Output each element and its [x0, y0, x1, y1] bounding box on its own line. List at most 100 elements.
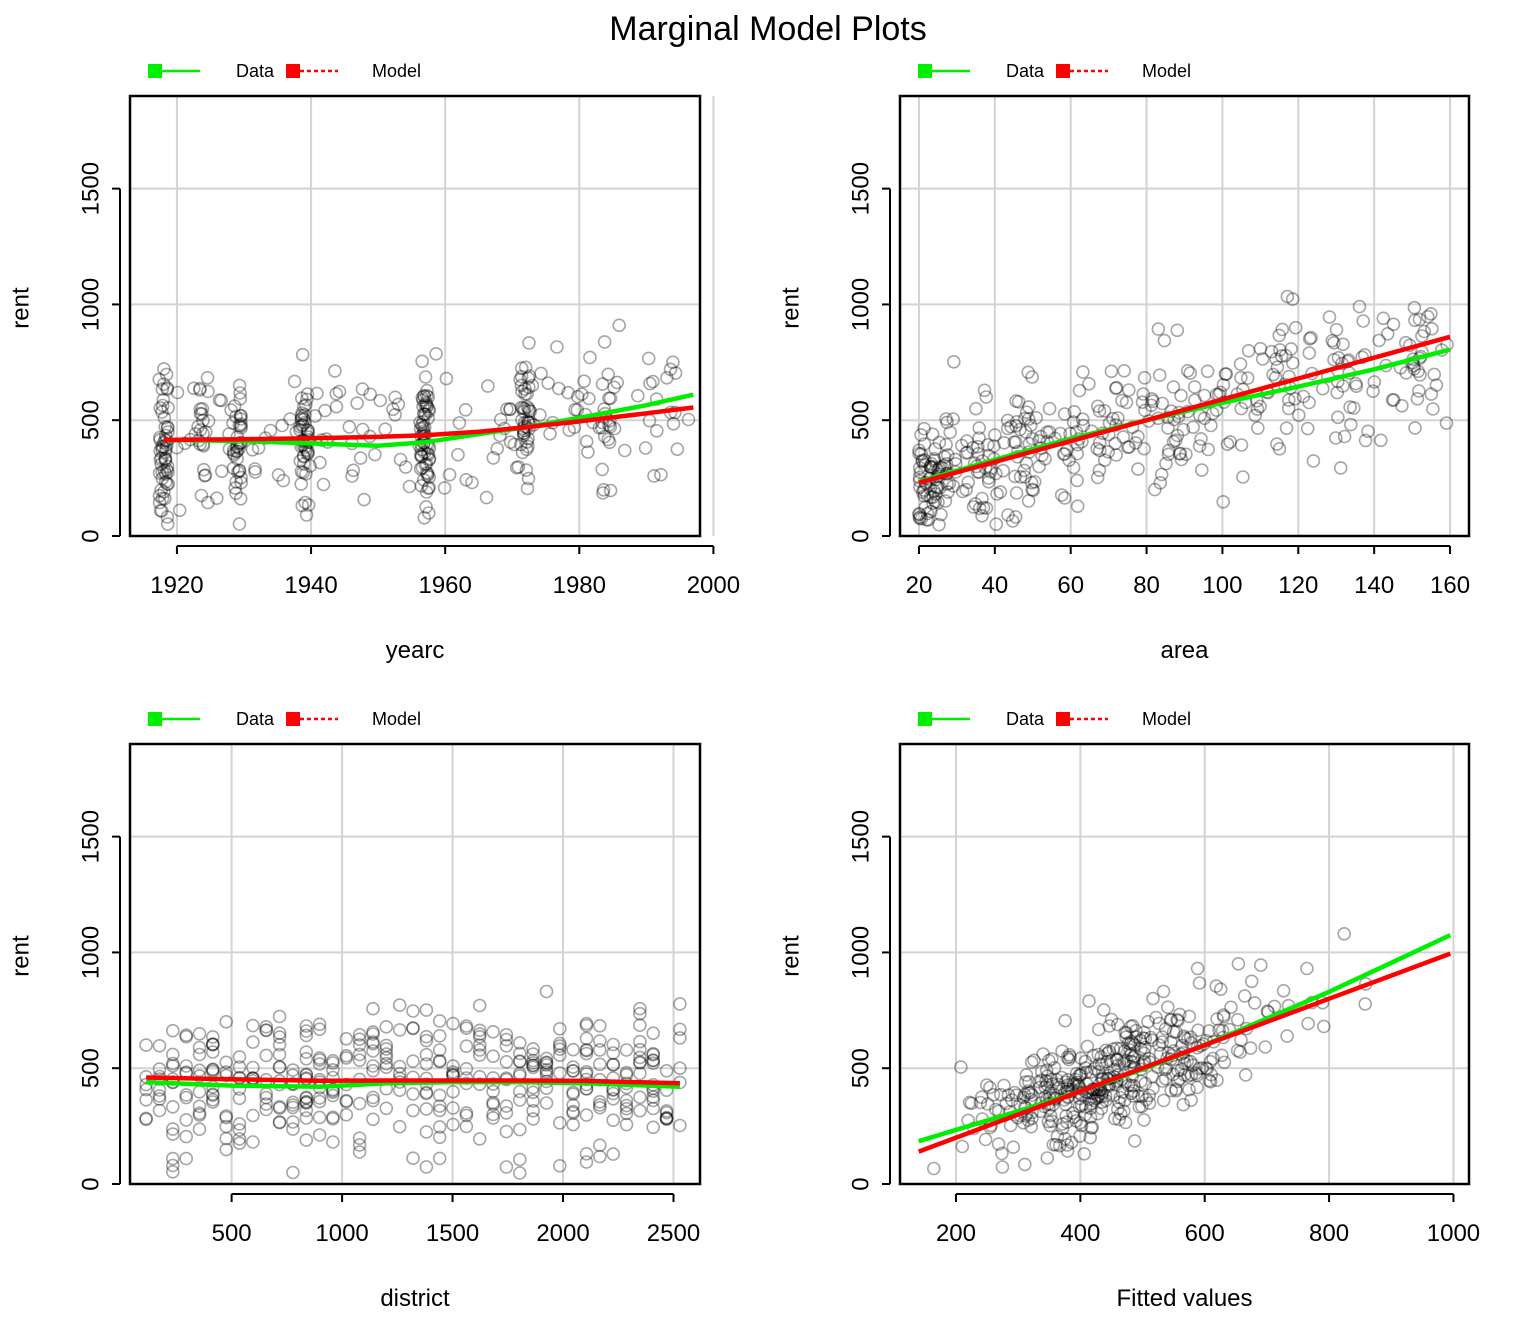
y-tick-label: 500 [77, 400, 104, 440]
data-point [521, 439, 535, 454]
data-point [1166, 434, 1181, 449]
data-point [366, 1093, 380, 1108]
y-tick-label: 1000 [77, 278, 104, 331]
data-point [1021, 365, 1035, 380]
data-point [157, 362, 171, 376]
data-point [299, 1019, 314, 1033]
data-point [1142, 1088, 1156, 1103]
data-point [673, 1022, 687, 1037]
data-point [1124, 1078, 1139, 1093]
data-point [1027, 474, 1042, 489]
data-point [1325, 333, 1340, 348]
data-point [416, 407, 431, 421]
data-point [272, 1101, 287, 1115]
data-point [421, 481, 436, 496]
data-point [197, 462, 211, 477]
data-point [1011, 394, 1026, 409]
legend: Data Model [148, 61, 421, 81]
data-point [1133, 1033, 1148, 1048]
data-point [419, 388, 434, 403]
data-point [196, 413, 210, 428]
data-point [226, 461, 241, 476]
data-point [1427, 367, 1441, 382]
data-point [926, 460, 940, 474]
data-point [499, 1124, 514, 1139]
data-point [415, 390, 430, 405]
x-tick-label: 160 [1430, 572, 1470, 599]
data-point [214, 393, 228, 408]
data-point [1106, 1088, 1121, 1103]
data-point [619, 1106, 634, 1121]
data-point [566, 1060, 580, 1074]
data-point [960, 434, 974, 448]
data-point [1017, 463, 1031, 478]
plot-frame [128, 742, 702, 1186]
data-point [157, 464, 172, 478]
data-point [917, 489, 932, 503]
data-point [160, 382, 174, 397]
data-point [326, 1112, 340, 1126]
data-point [991, 1137, 1006, 1151]
data-point [1347, 401, 1361, 415]
data-point [1218, 367, 1233, 381]
legend-model-label: Model [372, 709, 421, 729]
data-point [1270, 360, 1285, 375]
data-point [419, 1085, 434, 1100]
data-point [1026, 483, 1040, 498]
data-point [606, 1046, 621, 1060]
data-point [954, 438, 969, 453]
data-point [503, 435, 518, 450]
data-point [296, 449, 311, 464]
data-point [416, 414, 430, 429]
data-point [1109, 1052, 1124, 1066]
data-point [200, 370, 215, 385]
data-point [607, 421, 622, 436]
data-point [512, 1122, 527, 1137]
data-point [566, 1042, 580, 1057]
legend-data-swatch [148, 712, 162, 726]
data-point [1219, 367, 1234, 381]
data-point [312, 1110, 327, 1125]
data-point [416, 399, 430, 414]
data-point [633, 1034, 647, 1049]
data-point [915, 453, 930, 468]
plot-frame [898, 742, 1471, 1186]
data-point [1179, 447, 1193, 462]
data-point [917, 453, 932, 467]
data-point [158, 452, 172, 466]
data-point [339, 1051, 354, 1065]
data-point [422, 470, 437, 485]
data-point [1084, 1096, 1099, 1111]
data-point [418, 407, 433, 422]
data-point [566, 1085, 580, 1100]
data-point [1234, 438, 1249, 452]
data-point [1144, 398, 1159, 413]
data-point [1395, 398, 1409, 413]
data-point [646, 1101, 661, 1116]
data-point [666, 355, 680, 370]
data-point [1300, 961, 1314, 976]
data-point [259, 1097, 274, 1111]
data-point [981, 474, 996, 489]
data-point [206, 1062, 220, 1077]
data-point [1280, 289, 1295, 304]
legend-model-label: Model [1142, 61, 1191, 81]
x-tick-label: 1980 [553, 572, 606, 599]
data-point [1072, 383, 1087, 398]
data-point [432, 1014, 447, 1028]
data-point [1112, 1112, 1126, 1127]
data-point [566, 1117, 580, 1132]
data-point [1205, 406, 1220, 421]
data-point [418, 398, 432, 412]
data-point [1121, 440, 1135, 455]
data-point [201, 384, 215, 399]
data-point [1141, 1014, 1155, 1029]
data-point [512, 1054, 527, 1068]
data-point [940, 477, 954, 491]
data-point [1304, 330, 1318, 345]
data-point [1013, 422, 1027, 437]
data-point [1063, 1050, 1077, 1064]
data-point [602, 435, 617, 450]
data-point [422, 402, 436, 416]
data-point [579, 1065, 594, 1079]
